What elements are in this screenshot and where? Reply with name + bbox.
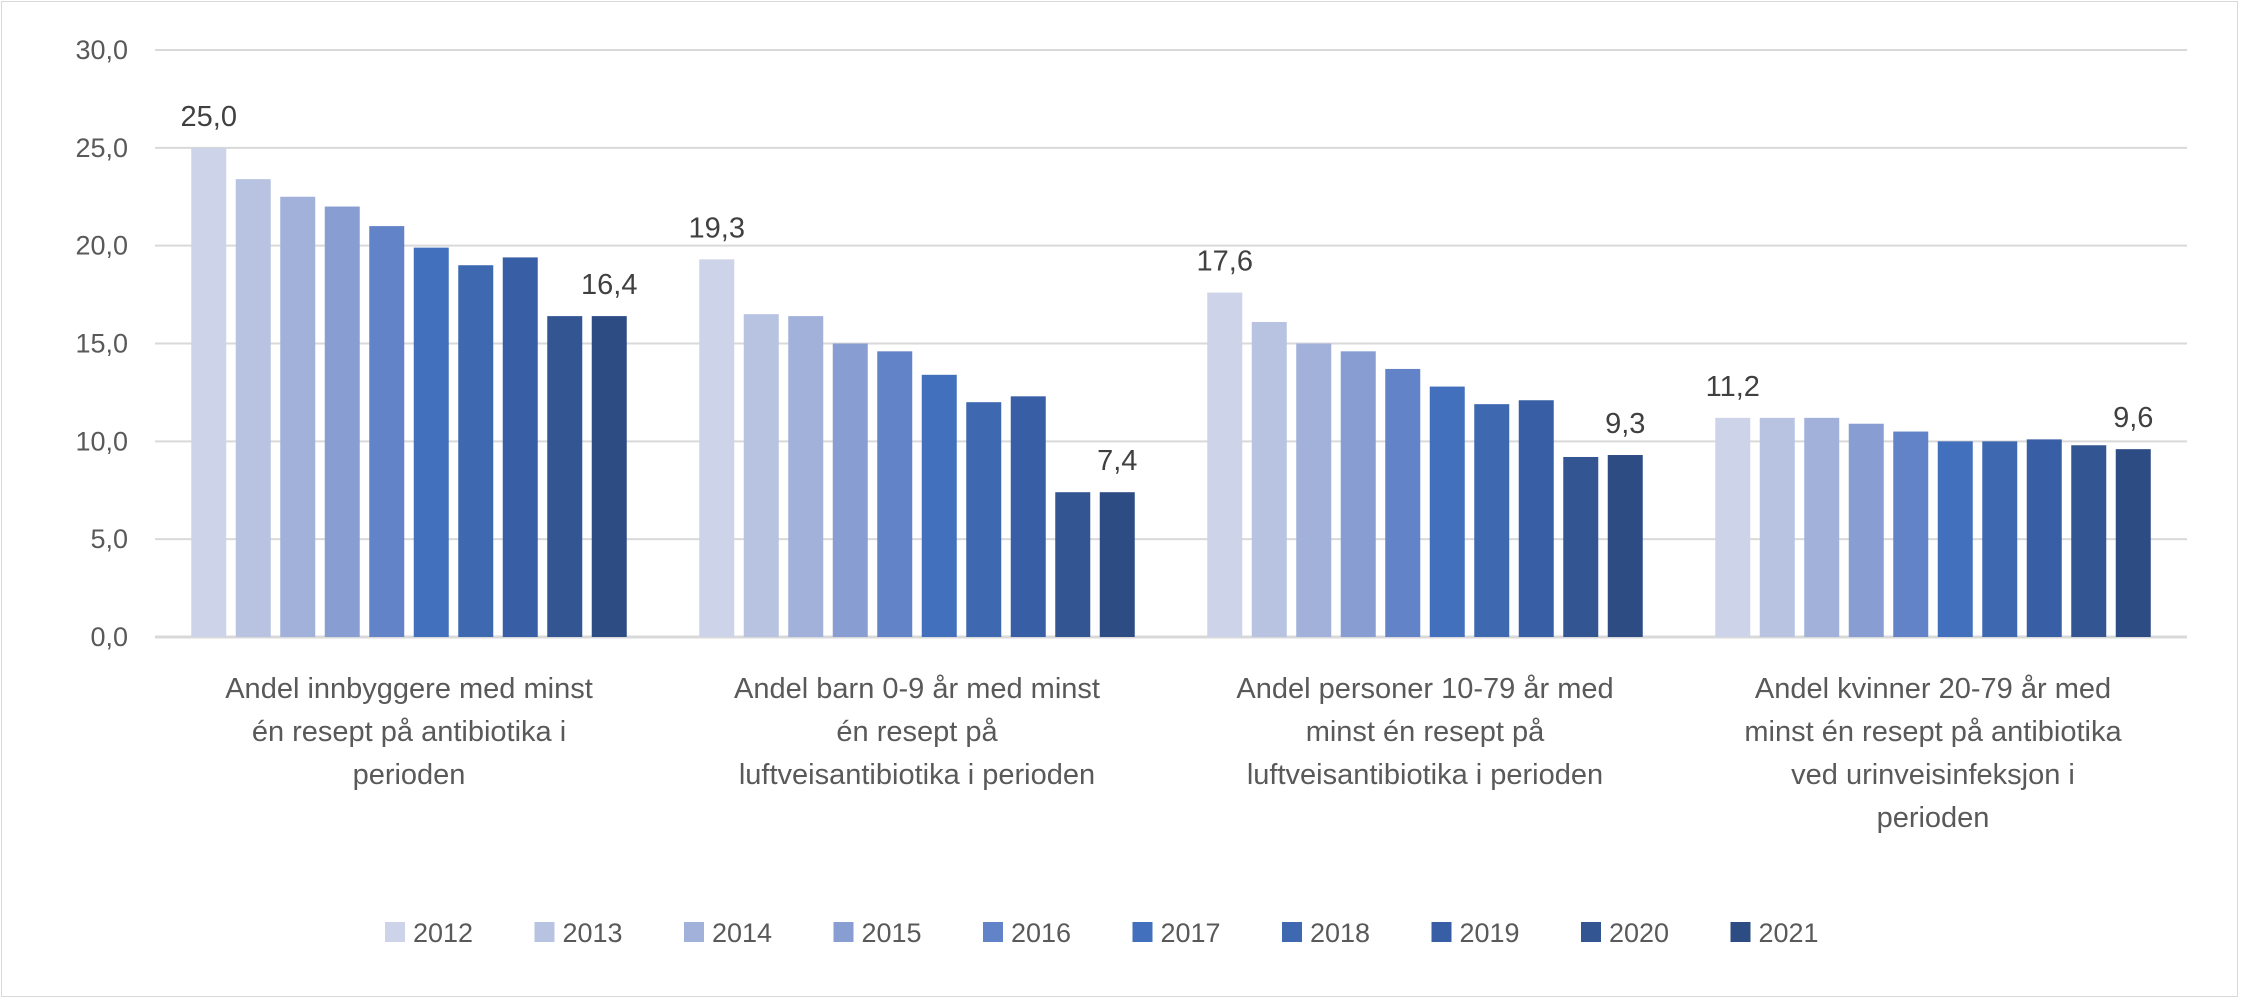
bar-2016 xyxy=(1385,368,1421,637)
bar-2013 xyxy=(235,179,271,637)
bar-2015 xyxy=(324,206,360,638)
category-label: perioden xyxy=(1877,802,1990,834)
category-label: Andel innbyggere med minst xyxy=(225,673,593,705)
legend-swatch-2020 xyxy=(1581,922,1601,942)
bar-2018 xyxy=(966,402,1002,637)
legend-label: 2015 xyxy=(862,918,922,948)
data-label: 9,6 xyxy=(2113,402,2153,434)
bar-2021 xyxy=(591,316,627,637)
bar-2019 xyxy=(1010,396,1046,637)
bar-2017 xyxy=(1429,386,1465,637)
bar-2020 xyxy=(1055,492,1091,637)
bar-2015 xyxy=(1340,351,1376,637)
bar-2016 xyxy=(877,351,913,637)
bar-2019 xyxy=(1518,400,1554,637)
bar-2017 xyxy=(921,374,957,637)
category-label: luftveisantibiotika i perioden xyxy=(739,759,1095,791)
category-label: Andel personer 10-79 år med xyxy=(1236,673,1613,705)
category-label: én resept på antibiotika i xyxy=(252,716,566,748)
data-label: 7,4 xyxy=(1097,445,1137,477)
bar-2012 xyxy=(1715,417,1751,637)
legend-label: 2020 xyxy=(1609,918,1669,948)
bar-2018 xyxy=(1474,404,1510,637)
bar-2012 xyxy=(191,147,227,638)
category-label: luftveisantibiotika i perioden xyxy=(1247,759,1603,791)
bar-2021 xyxy=(1099,492,1135,637)
bar-2018 xyxy=(1982,441,2018,637)
bar-2018 xyxy=(458,265,494,637)
legend-label: 2013 xyxy=(563,918,623,948)
bar-2013 xyxy=(1251,321,1287,637)
bar-2015 xyxy=(1848,423,1884,637)
y-tick-label: 0,0 xyxy=(90,622,128,652)
legend-swatch-2014 xyxy=(684,922,704,942)
bar-2021 xyxy=(1607,455,1643,637)
bar-2015 xyxy=(832,343,868,637)
bar-2014 xyxy=(788,316,824,637)
bar-2019 xyxy=(2026,439,2062,637)
bar-2020 xyxy=(547,316,583,637)
bar-2014 xyxy=(1296,343,1332,637)
y-tick-label: 30,0 xyxy=(75,35,128,65)
legend-swatch-2016 xyxy=(983,922,1003,942)
legend-label: 2016 xyxy=(1011,918,1071,948)
y-tick-label: 25,0 xyxy=(75,133,128,163)
data-label: 16,4 xyxy=(581,269,637,301)
legend-label: 2017 xyxy=(1161,918,1221,948)
data-label: 17,6 xyxy=(1197,246,1253,278)
data-label: 25,0 xyxy=(181,101,237,133)
data-label: 9,3 xyxy=(1605,408,1645,440)
legend-swatch-2017 xyxy=(1132,922,1153,942)
y-tick-label: 10,0 xyxy=(75,426,128,456)
legend-label: 2012 xyxy=(413,918,473,948)
legend-label: 2021 xyxy=(1759,918,1819,948)
bar-2012 xyxy=(1207,292,1243,637)
legend-label: 2018 xyxy=(1310,918,1370,948)
data-label: 19,3 xyxy=(689,212,745,244)
bar-2020 xyxy=(1563,456,1599,637)
legend-label: 2019 xyxy=(1460,918,1520,948)
bar-2014 xyxy=(280,196,316,637)
bar-2019 xyxy=(502,257,538,637)
bar-2016 xyxy=(369,226,405,637)
bar-2013 xyxy=(743,314,779,637)
bar-2016 xyxy=(1893,431,1929,637)
bar-2021 xyxy=(2115,449,2151,637)
category-label: Andel kvinner 20-79 år med xyxy=(1755,673,2111,705)
legend-swatch-2012 xyxy=(385,922,405,942)
y-tick-label: 20,0 xyxy=(75,231,128,261)
y-tick-label: 5,0 xyxy=(90,524,128,554)
legend-swatch-2018 xyxy=(1282,922,1302,942)
legend-swatch-2015 xyxy=(833,922,854,942)
category-label: Andel barn 0-9 år med minst xyxy=(734,673,1100,705)
category-label: én resept på xyxy=(836,716,998,748)
bar-2014 xyxy=(1804,417,1840,637)
category-label: minst én resept på antibiotika xyxy=(1744,716,2122,748)
data-label: 11,2 xyxy=(1706,371,1760,403)
legend-label: 2014 xyxy=(712,918,772,948)
legend-swatch-2013 xyxy=(534,922,555,942)
bar-2013 xyxy=(1759,417,1795,637)
category-label: perioden xyxy=(353,759,466,791)
bar-2017 xyxy=(413,247,449,637)
y-tick-label: 15,0 xyxy=(75,329,128,359)
bar-2020 xyxy=(2071,445,2107,637)
legend-swatch-2019 xyxy=(1431,922,1452,942)
bar-2017 xyxy=(1937,441,1973,637)
legend-swatch-2021 xyxy=(1730,922,1751,942)
category-label: ved urinveisinfeksjon i xyxy=(1791,759,2075,791)
category-label: minst én resept på xyxy=(1306,716,1545,748)
bar-2012 xyxy=(699,259,735,637)
